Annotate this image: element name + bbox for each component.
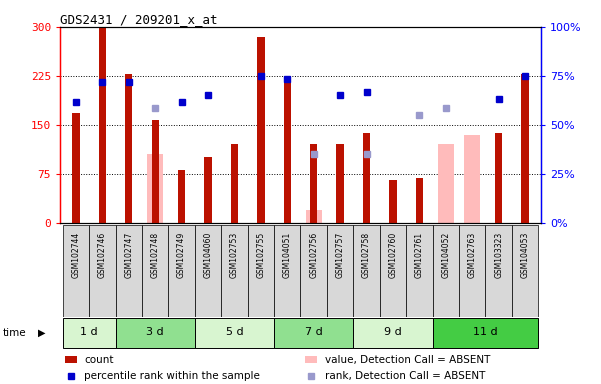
Bar [284, 76, 291, 223]
Text: 1 d: 1 d [81, 328, 98, 338]
Text: GSM102756: GSM102756 [309, 232, 318, 278]
Bar [72, 113, 80, 223]
Text: GSM102757: GSM102757 [335, 232, 344, 278]
Text: GSM102749: GSM102749 [177, 232, 186, 278]
Bar [486, 225, 512, 317]
Bar [248, 225, 274, 317]
Bar [300, 225, 327, 317]
Bar [274, 318, 353, 348]
Bar [115, 318, 195, 348]
Bar [353, 225, 380, 317]
Bar [459, 225, 486, 317]
Bar [63, 225, 89, 317]
Bar [305, 356, 317, 363]
Bar [257, 37, 264, 223]
Text: GDS2431 / 209201_x_at: GDS2431 / 209201_x_at [60, 13, 218, 26]
Bar [433, 225, 459, 317]
Bar [147, 154, 163, 223]
Bar [438, 144, 454, 223]
Text: GSM102744: GSM102744 [72, 232, 81, 278]
Bar [115, 225, 142, 317]
Bar [389, 180, 397, 223]
Text: 5 d: 5 d [225, 328, 243, 338]
Bar [406, 225, 433, 317]
Bar [310, 144, 317, 223]
Bar [433, 318, 538, 348]
Text: 11 d: 11 d [473, 328, 498, 338]
Text: rank, Detection Call = ABSENT: rank, Detection Call = ABSENT [325, 371, 485, 381]
Text: GSM104051: GSM104051 [283, 232, 292, 278]
Bar [512, 225, 538, 317]
Text: GSM102760: GSM102760 [388, 232, 397, 278]
Text: count: count [84, 354, 114, 364]
Bar [125, 74, 132, 223]
Text: GSM102761: GSM102761 [415, 232, 424, 278]
Bar [221, 225, 248, 317]
Bar [306, 210, 322, 223]
Bar [231, 144, 238, 223]
Bar [142, 225, 168, 317]
Text: GSM102753: GSM102753 [230, 232, 239, 278]
Text: value, Detection Call = ABSENT: value, Detection Call = ABSENT [325, 354, 490, 364]
Bar [99, 27, 106, 223]
Bar [380, 225, 406, 317]
Text: GSM102746: GSM102746 [98, 232, 107, 278]
Text: 9 d: 9 d [384, 328, 402, 338]
Bar [65, 356, 77, 363]
Bar [204, 157, 212, 223]
Text: GSM102747: GSM102747 [124, 232, 133, 278]
Bar [63, 318, 115, 348]
Text: GSM104052: GSM104052 [441, 232, 450, 278]
Text: GSM102763: GSM102763 [468, 232, 477, 278]
Bar [416, 178, 423, 223]
Bar [151, 119, 159, 223]
Bar [465, 135, 480, 223]
Bar [89, 225, 115, 317]
Bar [274, 225, 300, 317]
Text: time: time [3, 328, 26, 338]
Text: percentile rank within the sample: percentile rank within the sample [84, 371, 260, 381]
Bar [495, 133, 502, 223]
Bar [353, 318, 433, 348]
Text: GSM102748: GSM102748 [151, 232, 160, 278]
Bar [195, 225, 221, 317]
Text: GSM104060: GSM104060 [204, 232, 213, 278]
Bar [363, 133, 370, 223]
Bar [178, 170, 185, 223]
Bar [195, 318, 274, 348]
Bar [168, 225, 195, 317]
Text: GSM103323: GSM103323 [494, 232, 503, 278]
Text: GSM102755: GSM102755 [257, 232, 266, 278]
Bar [521, 74, 529, 223]
Bar [327, 225, 353, 317]
Bar [337, 144, 344, 223]
Text: GSM102758: GSM102758 [362, 232, 371, 278]
Text: 3 d: 3 d [147, 328, 164, 338]
Text: ▶: ▶ [38, 328, 45, 338]
Text: GSM104053: GSM104053 [520, 232, 529, 278]
Text: 7 d: 7 d [305, 328, 323, 338]
